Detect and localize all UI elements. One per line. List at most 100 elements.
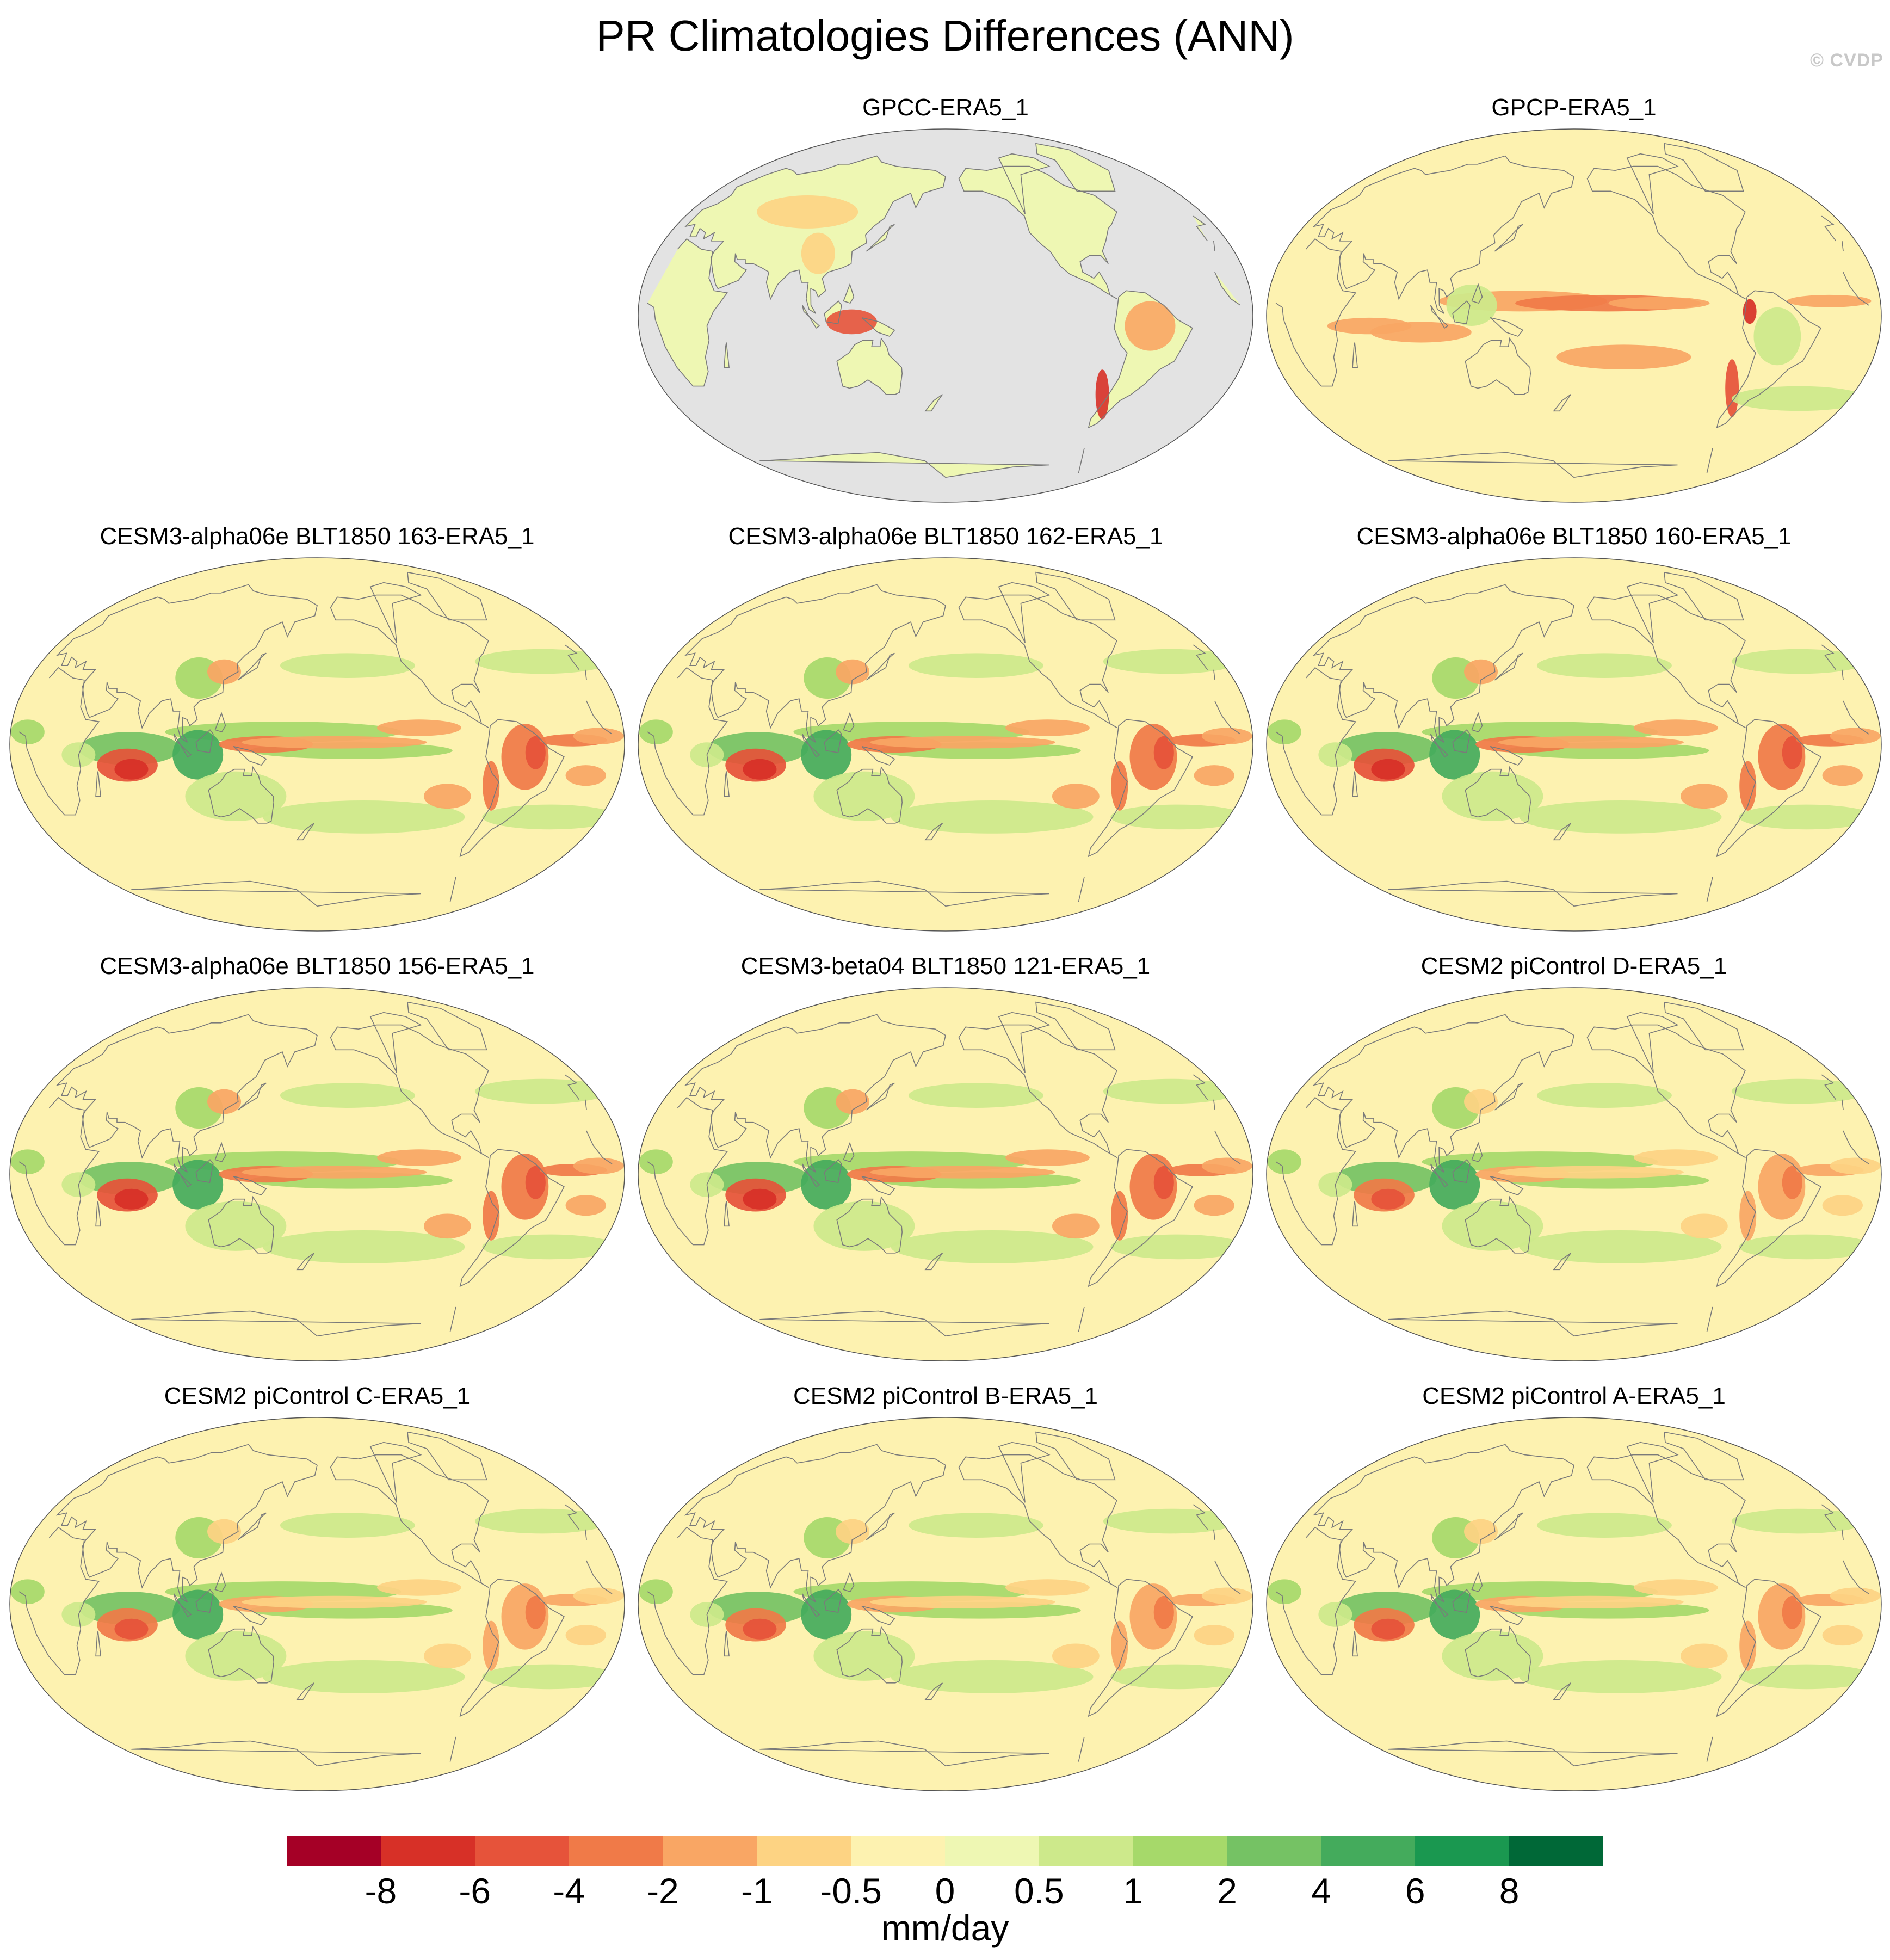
colorbar-tick-label: 4 <box>1311 1871 1331 1911</box>
land-field <box>998 153 1049 214</box>
map-cesm2-b <box>638 1417 1253 1791</box>
map-field <box>638 558 1253 931</box>
anomaly-blob <box>1201 1157 1252 1174</box>
anomaly-blob <box>1680 784 1728 809</box>
map-cesm3-beta04 <box>638 987 1253 1361</box>
coastline <box>208 1195 275 1254</box>
coastline <box>866 1512 895 1540</box>
map-field <box>1267 988 1881 1361</box>
map-field <box>638 129 1253 502</box>
anomaly-blob <box>1111 1620 1128 1671</box>
coastline <box>958 165 1117 300</box>
coastline <box>1452 1159 1471 1184</box>
anomaly-blob <box>1103 649 1238 674</box>
anomaly-blob <box>1822 1195 1863 1216</box>
coastline <box>131 1306 456 1337</box>
anomaly-blob <box>1633 719 1718 736</box>
coastline <box>1716 719 1821 858</box>
anomaly-blob <box>1103 1078 1238 1104</box>
map-border <box>1266 557 1882 932</box>
coastline <box>369 582 422 643</box>
anomaly-blob <box>639 719 673 744</box>
land-field <box>837 338 903 395</box>
anomaly-blob <box>241 1166 427 1179</box>
map-field <box>1267 129 1881 502</box>
coastline <box>1490 1606 1524 1626</box>
coastline <box>174 1163 192 1188</box>
coastline <box>724 1631 730 1657</box>
coastline <box>1471 1142 1483 1163</box>
coastline <box>1088 719 1193 858</box>
land-field <box>925 394 943 411</box>
coastline <box>802 1163 820 1188</box>
anomaly-blob <box>241 1595 427 1608</box>
coastline <box>1352 1631 1358 1657</box>
coastline <box>233 1606 267 1626</box>
coastline <box>407 1431 487 1481</box>
coastline <box>924 394 943 412</box>
figure-title: PR Climatologies Differences (ANN) <box>596 11 1294 60</box>
anomaly-blob <box>1782 1595 1802 1629</box>
coastline <box>1430 305 1449 329</box>
coastline <box>214 712 226 733</box>
land-field <box>1036 143 1115 192</box>
colorbar-swatch <box>380 1836 475 1866</box>
coastline <box>1553 823 1572 841</box>
coastline <box>195 1159 214 1184</box>
coastline <box>1388 1306 1713 1337</box>
coastline <box>1471 712 1483 733</box>
coastline <box>233 746 267 766</box>
coastline <box>233 1176 267 1196</box>
anomaly-blob <box>525 736 546 769</box>
anomaly-blob <box>1005 1149 1090 1166</box>
coastline <box>1553 1253 1572 1271</box>
coastline <box>1452 729 1471 754</box>
coastline <box>998 1012 1051 1073</box>
coastline <box>998 153 1051 214</box>
anomaly-blob <box>743 1618 777 1640</box>
coastline <box>296 823 315 841</box>
anomaly-blob <box>801 232 835 274</box>
anomaly-blob <box>207 659 242 685</box>
anomaly-blob <box>280 1513 415 1538</box>
coastline <box>802 734 820 758</box>
map-cesm3-162 <box>638 557 1253 932</box>
coastline <box>836 337 903 395</box>
anomaly-blob <box>1498 736 1684 749</box>
coastline <box>1035 143 1116 192</box>
anomaly-blob <box>1429 730 1480 780</box>
coastline <box>1388 877 1713 907</box>
anomaly-blob <box>1739 1191 1757 1241</box>
anomaly-blob <box>1739 1664 1874 1690</box>
colorbar-swatch <box>1039 1836 1134 1866</box>
colorbar-swatch <box>1321 1836 1416 1866</box>
colorbar-tick-label: 0 <box>935 1871 955 1911</box>
anomaly-blob <box>280 1083 415 1108</box>
anomaly-blob <box>1111 1191 1128 1241</box>
anomaly-blob <box>1753 307 1801 366</box>
anomaly-blob <box>114 759 149 780</box>
anomaly-blob <box>1498 1595 1684 1608</box>
map-border <box>1266 987 1882 1361</box>
coastline <box>407 571 487 621</box>
panel-title-cesm2-b: CESM2 piControl B-ERA5_1 <box>793 1383 1098 1409</box>
anomaly-blob <box>743 1188 777 1210</box>
coastline <box>95 1201 101 1227</box>
coastline <box>55 1014 580 1173</box>
anomaly-blob <box>423 784 471 809</box>
anomaly-blob <box>757 195 858 229</box>
anomaly-blob <box>1194 765 1234 786</box>
anomaly-blob <box>1110 804 1246 830</box>
coastline <box>131 877 456 907</box>
coastline <box>759 448 1085 478</box>
colorbar-swatch <box>757 1836 851 1866</box>
coastline <box>1664 1001 1744 1051</box>
anomaly-blob <box>10 719 45 744</box>
colorbar-swatch <box>1133 1836 1228 1866</box>
colorbar-tick-label: -0.5 <box>820 1871 882 1911</box>
anomaly-blob <box>1194 1625 1234 1646</box>
coastline <box>843 1142 855 1163</box>
anomaly-blob <box>1787 294 1872 307</box>
map-gpcp <box>1266 128 1882 503</box>
coastline <box>1494 1512 1523 1540</box>
